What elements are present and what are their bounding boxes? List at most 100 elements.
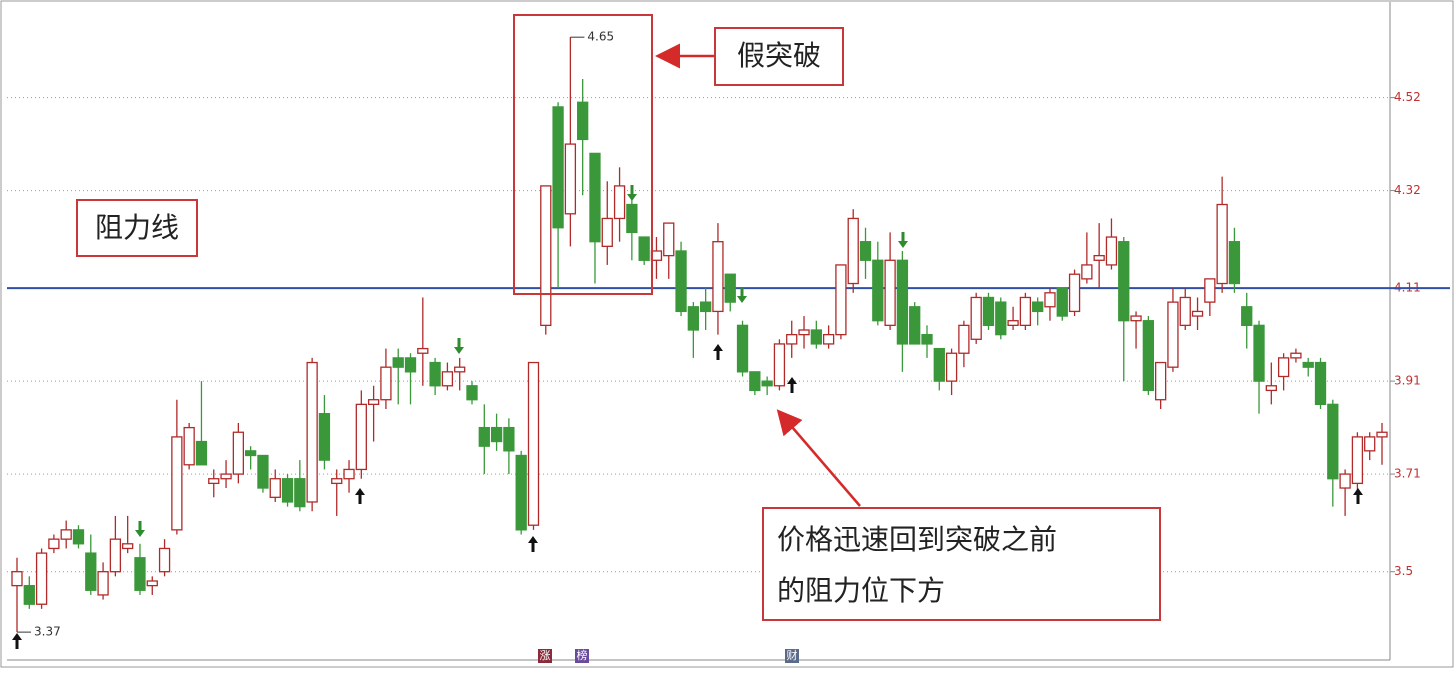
candle-body — [1068, 273, 1081, 313]
candle-body — [970, 296, 982, 340]
candle-body — [859, 241, 872, 261]
candle-body — [294, 478, 306, 508]
candle-body — [1351, 436, 1364, 485]
candle-body — [687, 306, 700, 331]
pointer-arrow — [776, 409, 861, 507]
badge — [538, 649, 552, 663]
label-box — [762, 507, 1161, 621]
candle-body — [995, 301, 1007, 336]
label-box — [76, 199, 198, 257]
candle-body — [1253, 324, 1265, 382]
candle-body — [724, 273, 736, 303]
y-tick-label: 3.91 — [1394, 374, 1421, 388]
y-tick-label: 3.5 — [1394, 564, 1413, 578]
badge-label: 榜 — [577, 648, 588, 662]
candle-body — [1154, 361, 1167, 401]
candle-body — [1364, 436, 1376, 452]
candle-body — [1290, 352, 1302, 359]
candle-body — [663, 222, 675, 257]
candle-body — [1167, 301, 1179, 368]
candle-body — [11, 571, 23, 587]
candle-body — [441, 371, 454, 387]
resistance-label: 阻力线 — [95, 211, 179, 244]
candle-body — [109, 538, 122, 573]
candle-body — [1314, 361, 1327, 406]
candle-body — [1327, 403, 1339, 480]
candle-body — [577, 101, 589, 141]
candle-body — [1302, 361, 1314, 368]
candle-body — [1241, 306, 1253, 327]
candle-body — [1019, 296, 1032, 327]
fake-breakout-label: 假突破 — [737, 39, 821, 72]
min-label: 3.37 — [34, 625, 61, 639]
candle-body — [515, 454, 527, 531]
candle-body — [85, 552, 97, 591]
candle-body — [884, 259, 896, 327]
candle-body — [1130, 315, 1142, 322]
candle-body — [454, 366, 466, 373]
candle-body — [736, 324, 749, 373]
candle-body — [601, 217, 613, 247]
candle-body — [417, 347, 429, 354]
candle-body — [367, 399, 380, 406]
candle-body — [675, 250, 687, 313]
candle-body — [35, 552, 48, 605]
candle-body — [355, 403, 367, 471]
candle-body — [23, 584, 35, 605]
candle-body — [158, 547, 171, 573]
candle-body — [761, 380, 773, 387]
y-tick-label: 3.71 — [1394, 467, 1421, 481]
candle-body — [97, 571, 109, 596]
candle-body — [982, 296, 995, 327]
candle-body — [122, 543, 134, 550]
y-tick-label: 4.52 — [1394, 90, 1421, 104]
badge — [575, 649, 589, 663]
candle-body — [699, 301, 712, 313]
candle-body — [306, 361, 318, 503]
max-label: 4.65 — [587, 30, 614, 44]
candle-body — [564, 143, 577, 215]
candle-body — [540, 185, 552, 327]
breakout-box — [513, 14, 653, 295]
candle-body — [1032, 301, 1044, 313]
candle-body — [626, 203, 638, 234]
candle-body — [490, 426, 503, 443]
candle-body — [195, 440, 208, 466]
candle-body — [60, 529, 72, 540]
candle-body — [1277, 357, 1290, 378]
candle-body — [72, 529, 85, 545]
candle-body — [1142, 320, 1155, 392]
candle-body — [1216, 203, 1228, 285]
candle-body — [527, 361, 540, 526]
candle-body — [847, 217, 859, 285]
badge-label: 财 — [787, 648, 798, 662]
candle-body — [1376, 431, 1388, 438]
candle-body — [392, 357, 404, 368]
note-line: 价格迅速回到突破之前 — [777, 523, 1057, 556]
candle-body — [1191, 310, 1204, 317]
candle-body — [909, 306, 921, 345]
candle-body — [773, 343, 786, 387]
candle-body — [872, 259, 884, 322]
candle-body — [1081, 264, 1093, 280]
candle-body — [835, 264, 847, 336]
candle-body — [257, 454, 269, 489]
candle-body — [429, 361, 441, 387]
candle-body — [1093, 254, 1105, 261]
candle-body — [613, 185, 626, 220]
candle-body — [478, 426, 490, 447]
candle-body — [281, 478, 294, 503]
candle-body — [134, 557, 146, 591]
y-tick-label: 4.32 — [1394, 183, 1421, 197]
candle-body — [552, 106, 564, 229]
candle-body — [244, 450, 257, 457]
candle-body — [146, 580, 158, 587]
candle-body — [269, 478, 281, 498]
candle-body — [933, 347, 945, 382]
candle-body — [798, 329, 810, 336]
candle-body — [1105, 236, 1118, 266]
candle-body — [343, 468, 355, 480]
candle-body — [1228, 241, 1241, 285]
candle-body — [232, 431, 245, 475]
